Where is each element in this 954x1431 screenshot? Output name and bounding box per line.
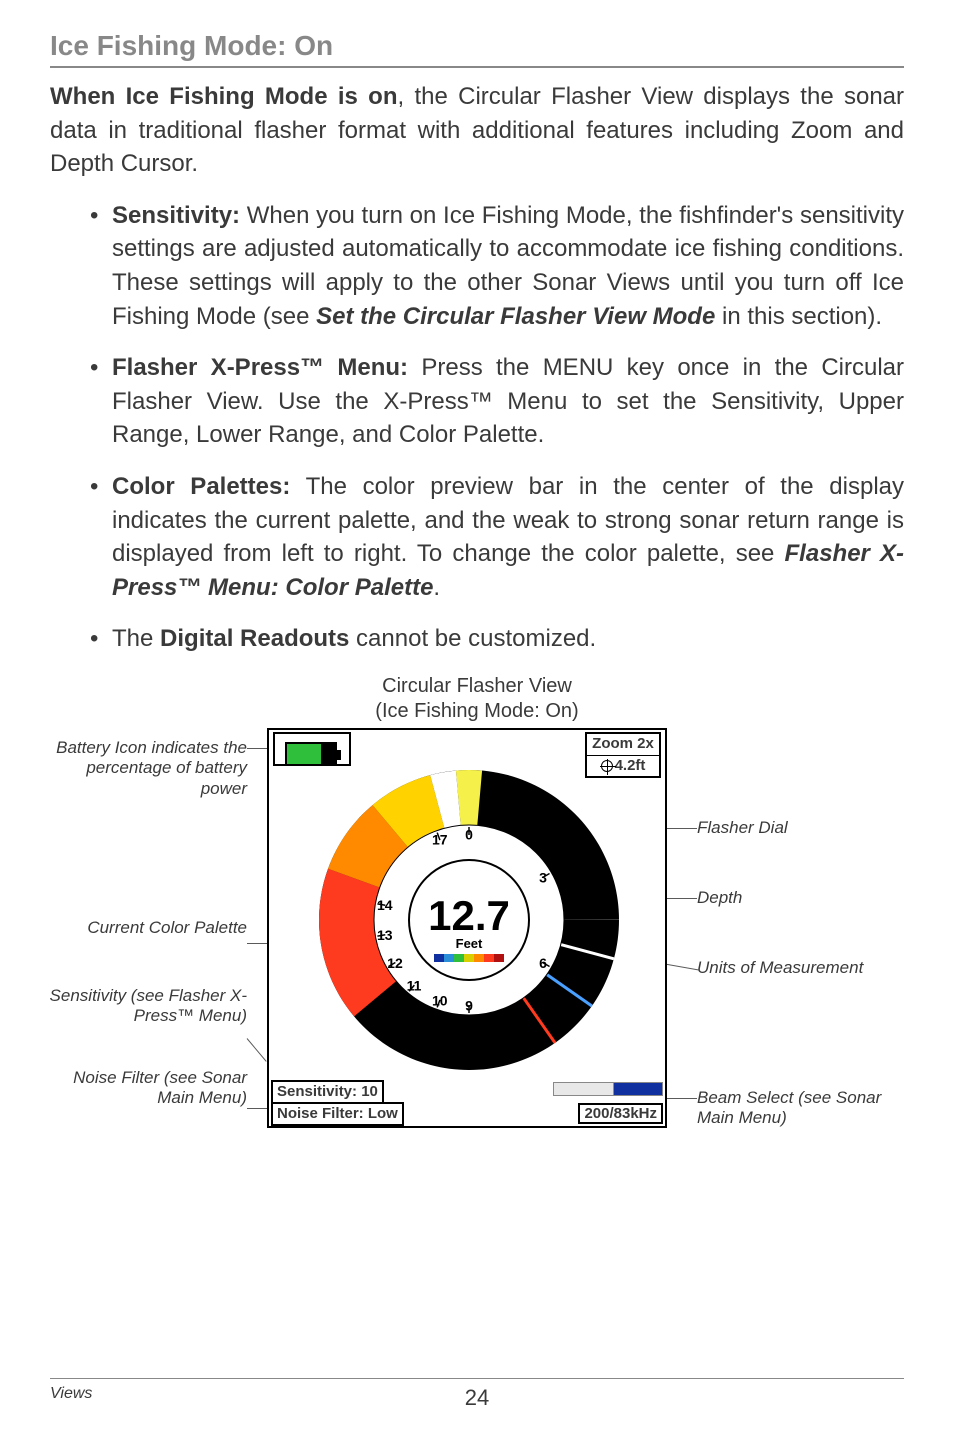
svg-text:Feet: Feet	[456, 936, 483, 951]
svg-text:9: 9	[465, 997, 473, 1013]
svg-text:10: 10	[432, 992, 448, 1008]
svg-text:14: 14	[377, 897, 393, 913]
bullet-text: .	[433, 574, 440, 601]
page-footer: Views 24	[50, 1378, 904, 1403]
bullet-label: Flasher X-Press™ Menu:	[112, 354, 408, 381]
ann-palette: Current Color Palette	[47, 918, 247, 938]
bullet-text: cannot be customized.	[349, 625, 596, 652]
intro-paragraph: When Ice Fishing Mode is on, the Circula…	[50, 80, 904, 181]
svg-text:11: 11	[407, 977, 422, 993]
figure-area: Battery Icon indicates the percentage of…	[47, 728, 907, 1158]
bullet-label: Color Palettes:	[112, 473, 290, 500]
footer-section: Views	[50, 1385, 92, 1403]
ann-sensitivity: Sensitivity (see Flasher X-Press™ Menu)	[47, 986, 247, 1027]
figure: Circular Flasher View (Ice Fishing Mode:…	[50, 674, 904, 1158]
svg-text:12.7: 12.7	[428, 892, 510, 939]
bullet-label: Digital Readouts	[160, 625, 349, 652]
beam-select-readout: 200/83kHz	[578, 1103, 663, 1124]
svg-text:13: 13	[377, 927, 393, 943]
bullet-sensitivity: Sensitivity: When you turn on Ice Fishin…	[90, 199, 904, 333]
bullet-text: in this section).	[715, 303, 882, 330]
noise-filter-readout: Noise Filter: Low	[271, 1102, 404, 1126]
figure-caption-line2: (Ice Fishing Mode: On)	[375, 700, 578, 722]
signal-meter	[553, 1082, 663, 1096]
zoom-label: Zoom 2x	[587, 734, 659, 756]
bullet-ref: Set the Circular Flasher View Mode	[316, 303, 715, 330]
ann-beam: Beam Select (see Sonar Main Menu)	[697, 1088, 897, 1129]
flasher-dial: 12.7Feet 0 3 6 9 10 1112 13 14 17	[294, 760, 644, 1080]
bullet-text: The	[112, 625, 160, 652]
bullet-readouts: The Digital Readouts cannot be customize…	[90, 622, 904, 656]
bullet-label: Sensitivity:	[112, 202, 240, 229]
svg-text:6: 6	[539, 955, 547, 971]
svg-text:12: 12	[387, 955, 403, 971]
svg-text:0: 0	[465, 826, 473, 842]
bullet-list: Sensitivity: When you turn on Ice Fishin…	[50, 199, 904, 656]
figure-caption-line1: Circular Flasher View	[382, 675, 572, 697]
flasher-display: Zoom 2x 4.2ft 12.7Feet0369101112131417 S…	[267, 728, 667, 1128]
svg-text:3: 3	[539, 869, 547, 885]
leader-line	[247, 1038, 267, 1062]
status-left: Sensitivity: 10 Noise Filter: Low	[271, 1080, 404, 1127]
footer-page-number: 24	[465, 1385, 489, 1411]
svg-text:17: 17	[432, 832, 448, 848]
bullet-xpress: Flasher X-Press™ Menu: Press the MENU ke…	[90, 351, 904, 452]
ann-units: Units of Measurement	[697, 958, 907, 978]
ann-flasher-dial: Flasher Dial	[697, 818, 897, 838]
sensitivity-readout: Sensitivity: 10	[271, 1080, 384, 1104]
status-bar: Sensitivity: 10 Noise Filter: Low 200/83…	[271, 1080, 663, 1124]
section-heading: Ice Fishing Mode: On	[50, 30, 904, 68]
ann-noise: Noise Filter (see Sonar Main Menu)	[47, 1068, 247, 1109]
ann-depth: Depth	[697, 888, 897, 908]
intro-bold: When Ice Fishing Mode is on	[50, 83, 398, 110]
figure-caption: Circular Flasher View (Ice Fishing Mode:…	[375, 674, 578, 724]
leader-line	[667, 1098, 697, 1099]
ann-battery: Battery Icon indicates the percentage of…	[47, 738, 247, 799]
bullet-palettes: Color Palettes: The color preview bar in…	[90, 470, 904, 604]
